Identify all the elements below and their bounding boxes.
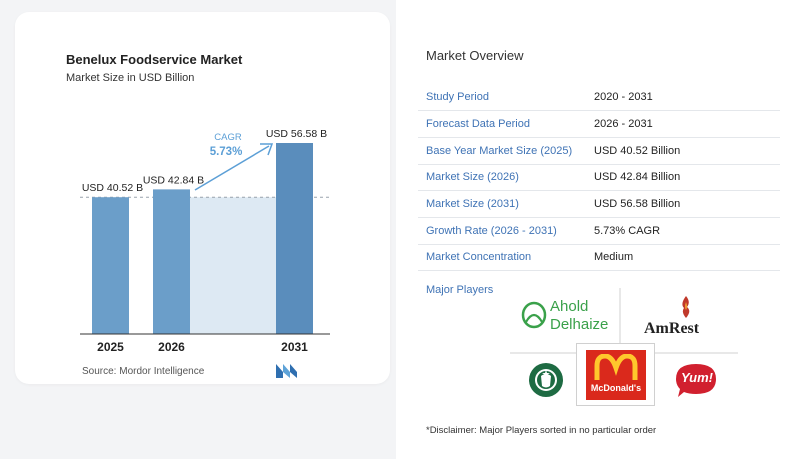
value-label-2031: USD 56.58 B [266,128,327,140]
overview-row: Market Concentration Medium [418,244,780,272]
overview-key: Base Year Market Size (2025) [418,137,586,165]
yum-bubble-icon [676,364,716,397]
overview-key: Forecast Data Period [418,110,586,138]
overview-key: Study Period [418,84,586,112]
overview-key: Market Size (2031) [418,190,586,218]
cagr-arrowhead [260,143,274,156]
bar-2025 [92,197,129,334]
growth-shade [190,197,276,334]
bar-2026 [153,189,190,334]
golden-arches-icon [594,354,638,380]
tick-label-2031: 2031 [281,340,308,354]
amrest-logo: AmRest [642,296,742,340]
tick-label-2026: 2026 [158,340,185,354]
overview-key: Market Size (2026) [418,164,586,192]
overview-title: Market Overview [426,48,524,63]
yum-text: Yum! [680,370,714,385]
overview-value: USD 42.84 Billion [586,164,780,192]
cagr-arrow [194,145,270,191]
overview-value: USD 56.58 Billion [586,190,780,218]
amrest-flame-icon [682,296,690,318]
delhaize-text: Delhaize [550,316,609,333]
overview-value: Medium [586,244,780,272]
ahold-text: Ahold [550,298,589,315]
value-label-2025: USD 40.52 B [82,182,143,194]
overview-row: Market Size (2031) USD 56.58 Billion [418,190,780,218]
ahold-delhaize-logo: Ahold Delhaize [520,296,620,336]
overview-row: Study Period 2020 - 2031 [418,84,780,112]
overview-value: 5.73% CAGR [586,217,780,245]
overview-value: 2026 - 2031 [586,110,780,138]
cagr-value: 5.73% [210,146,243,158]
mordor-logo-icon [276,364,297,378]
overview-key: Growth Rate (2026 - 2031) [418,217,586,245]
chart-title: Benelux Foodservice Market [66,52,243,67]
overview-key: Market Concentration [418,244,586,272]
major-players-title: Major Players [426,284,494,296]
yum-logo: Yum! [672,360,720,400]
value-label-2026: USD 42.84 B [143,174,204,186]
ahold-leaf-icon [521,301,547,329]
mcdonalds-logo: McDonald's [576,343,655,406]
chart-canvas: USD 40.52 B 2025 USD 42.84 B 2026 USD 56.58 … [80,128,330,354]
cagr-label: CAGR [214,132,242,143]
overview-row: Base Year Market Size (2025) USD 40.52 Bi… [418,137,780,165]
amrest-text: AmRest [644,320,700,337]
bar-2031 [276,143,313,334]
overview-row: Growth Rate (2026 - 2031) 5.73% CAGR [418,217,780,245]
disclaimer-text: *Disclaimer: Major Players sorted in no … [426,425,657,436]
source-text: Source: Mordor Intelligence [82,366,205,377]
tick-label-2025: 2025 [97,340,124,354]
chart-subtitle: Market Size in USD Billion [66,72,195,84]
mcdonalds-text: McDonald's [590,383,642,393]
overview-row: Market Size (2026) USD 42.84 Billion [418,164,780,192]
overview-value: USD 40.52 Billion [586,137,780,165]
overview-row: Forecast Data Period 2026 - 2031 [418,110,780,138]
overview-table: Study Period 2020 - 2031 Forecast Data Per… [418,84,780,272]
overview-value: 2020 - 2031 [586,84,780,112]
starbucks-logo [529,363,563,397]
